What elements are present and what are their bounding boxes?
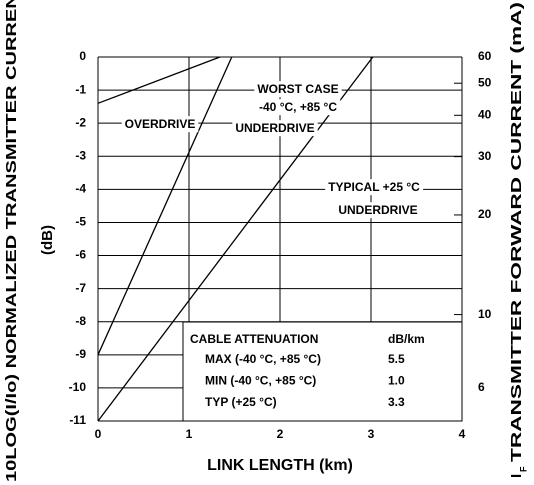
annotation: WORST CASE bbox=[257, 82, 338, 96]
table-cell: 3.3 bbox=[388, 395, 405, 409]
table-cell: MAX (-40 °C, +85 °C) bbox=[205, 352, 321, 366]
y-tick-label: -10 bbox=[69, 380, 87, 394]
annotation: UNDERDRIVE bbox=[338, 203, 417, 217]
y-tick-label: -9 bbox=[75, 347, 86, 361]
annotation: -40 °C, +85 °C bbox=[259, 100, 337, 114]
table-header: CABLE ATTENUATION bbox=[190, 332, 318, 346]
y2-tick-label: 60 bbox=[478, 49, 492, 63]
table-cell: TYP (+25 °C) bbox=[205, 395, 277, 409]
annotation-background bbox=[256, 99, 341, 116]
y-tick-label: 0 bbox=[79, 49, 86, 63]
annotation-background bbox=[335, 202, 421, 219]
table-box bbox=[182, 321, 463, 422]
x-tick-label: 0 bbox=[95, 427, 102, 441]
x-tick-label: 4 bbox=[459, 427, 466, 441]
annotation: OVERDRIVE bbox=[125, 117, 196, 131]
y-tick-label: -3 bbox=[75, 148, 86, 162]
table-header: dB/km bbox=[388, 332, 425, 346]
y-axis-unit: (dB) bbox=[39, 225, 56, 255]
table-cell: 1.0 bbox=[388, 374, 405, 388]
annotation-background bbox=[254, 81, 342, 98]
y2-axis-subscript: F bbox=[518, 466, 528, 472]
y-tick-label: -1 bbox=[75, 82, 86, 96]
x-tick-label: 1 bbox=[186, 427, 193, 441]
y-tick-label: -4 bbox=[75, 182, 86, 196]
annotation: TYPICAL +25 °C bbox=[328, 180, 420, 194]
y2-axis-symbol: I bbox=[508, 474, 525, 478]
y2-tick-label: 20 bbox=[478, 207, 492, 221]
annotation-background bbox=[121, 116, 199, 133]
x-axis-label: LINK LENGTH (km) bbox=[207, 457, 353, 474]
line bbox=[97, 56, 374, 422]
annotation: UNDERDRIVE bbox=[235, 121, 314, 135]
y-tick-label: -7 bbox=[75, 281, 86, 295]
table-cell: MIN (-40 °C, +85 °C) bbox=[205, 374, 316, 388]
y-axis-label: 10LOG(I/Io) NORMALIZED TRANSMITTER CURRE… bbox=[3, 0, 20, 482]
y2-axis-label-group: I F TRANSMITTER FORWARD CURRENT (mA) bbox=[508, 2, 528, 478]
table-cell: 5.5 bbox=[388, 352, 405, 366]
y-tick-label: -6 bbox=[75, 248, 86, 262]
y2-tick-label: 10 bbox=[478, 307, 492, 321]
annotation-background bbox=[232, 120, 318, 137]
y2-tick-label: 6 bbox=[478, 380, 485, 394]
y2-tick-label: 40 bbox=[478, 107, 492, 121]
y-tick-label: -8 bbox=[75, 314, 86, 328]
x-tick-label: 3 bbox=[368, 427, 375, 441]
y2-tick-label: 30 bbox=[478, 149, 492, 163]
x-tick-label: 2 bbox=[277, 427, 284, 441]
y-tick-label: -2 bbox=[75, 115, 86, 129]
line bbox=[97, 56, 221, 104]
y2-axis-label: TRANSMITTER FORWARD CURRENT (mA) bbox=[508, 2, 525, 462]
annotation-background bbox=[325, 179, 424, 196]
line bbox=[97, 56, 233, 356]
y2-tick-label: 50 bbox=[478, 75, 492, 89]
y-tick-label: -11 bbox=[69, 413, 86, 427]
y-tick-label: -5 bbox=[75, 215, 86, 229]
